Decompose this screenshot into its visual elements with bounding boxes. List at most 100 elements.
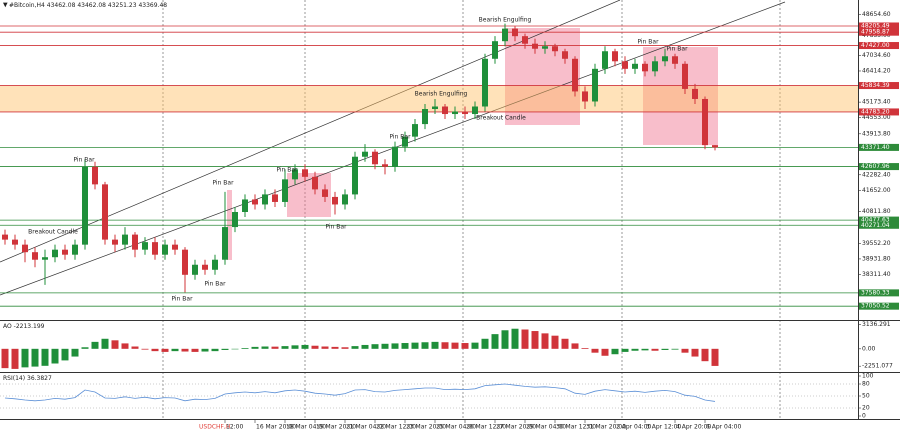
- x-tick-label: 4 Apr 20:00: [676, 424, 711, 431]
- y-tick-label: 47034.60: [862, 52, 891, 59]
- level-label-box: [859, 221, 899, 229]
- ao-bar: [231, 348, 239, 350]
- annotation: Bearish Engulfing: [415, 91, 468, 98]
- ao-bar: [621, 348, 629, 352]
- candle-body: [162, 244, 168, 255]
- ao-bar: [71, 348, 79, 357]
- x-tick-label: 25 Mar 04:00: [436, 424, 476, 431]
- menu-icon[interactable]: ▼: [3, 2, 8, 9]
- candle-body: [182, 249, 188, 275]
- header-high: 43462.08: [77, 2, 106, 9]
- y-tick-label: 3136.291: [862, 321, 891, 328]
- candle-body: [492, 41, 498, 59]
- candle-body: [262, 194, 268, 205]
- ao-bar: [391, 343, 399, 349]
- y-tick-label: 48654.60: [862, 11, 891, 18]
- ao-bar: [191, 348, 199, 352]
- candle-body: [332, 196, 338, 205]
- ao-bar: [311, 345, 319, 349]
- y-tick-label: 0: [862, 413, 866, 420]
- ao-bar: [561, 338, 569, 349]
- header-close: 43369.48: [138, 2, 167, 9]
- x-tick-label: 3 Apr 12:00: [646, 424, 681, 431]
- candle-body: [452, 111, 458, 115]
- candle-body: [502, 28, 508, 42]
- candle-body: [562, 51, 568, 59]
- ao-bar: [401, 343, 409, 349]
- y-tick-label: 20: [862, 405, 870, 412]
- ao-bar: [611, 348, 619, 355]
- candle-body: [322, 189, 328, 197]
- candle-body: [642, 63, 648, 72]
- level-label: 40477.63: [861, 217, 890, 224]
- candle-body: [2, 234, 8, 240]
- level-label: 43371.40: [861, 144, 890, 151]
- candle-body: [412, 124, 418, 137]
- rsi-header: RSI(14) 36.3827: [3, 375, 52, 382]
- ao-bar: [581, 348, 589, 349]
- candle-body: [282, 179, 288, 202]
- tab-label[interactable]: USDCHF,H: [199, 424, 230, 431]
- candle-body: [302, 169, 308, 177]
- annotation: Breakout Candle: [28, 229, 78, 236]
- chart-header: #Bitcoin,H4 43462.08 43462.08 43251.23 4…: [9, 2, 167, 9]
- level-label-box: [859, 42, 899, 50]
- y-tick-label: 0.00: [862, 345, 876, 352]
- candle-body: [382, 164, 388, 167]
- y-tick-label: 38311.40: [862, 271, 891, 278]
- ao-bar: [21, 348, 29, 368]
- ao-value: -2213.199: [14, 323, 45, 330]
- ao-bar: [11, 348, 19, 369]
- candle-body: [662, 56, 668, 62]
- candle-body: [22, 244, 28, 253]
- y-tick-label: 43913.80: [862, 130, 891, 137]
- candle-body: [552, 46, 558, 52]
- background-layout: [0, 0, 786, 420]
- ao-bar: [641, 348, 649, 351]
- ao-title: AO: [3, 323, 12, 330]
- y-tick-label: 42282.40: [862, 171, 891, 178]
- annotation: Pin Bar: [666, 46, 688, 53]
- candle-body: [542, 46, 548, 49]
- candle-body: [512, 28, 518, 37]
- candle-body: [32, 252, 38, 260]
- ao-bar: [711, 348, 719, 366]
- candle-body: [112, 239, 118, 245]
- level-label: 45834.39: [861, 82, 890, 89]
- candle-body: [172, 244, 178, 250]
- y-tick-label: 39552.20: [862, 240, 891, 247]
- candle-body: [102, 184, 108, 240]
- annotation: Pin Bar: [73, 157, 95, 164]
- ao-bar: [461, 343, 469, 349]
- ao-bar: [691, 348, 699, 357]
- ao-bar: [321, 346, 329, 349]
- ao-bar: [531, 331, 539, 349]
- candle-body: [132, 234, 138, 250]
- ao-bar: [131, 346, 139, 349]
- level-label-box: [859, 82, 899, 90]
- candle-body: [272, 194, 278, 202]
- y-tick-label: 44553.00: [862, 114, 891, 121]
- level-label-box: [859, 143, 899, 151]
- candle-body: [692, 88, 698, 99]
- candle-body: [62, 249, 68, 255]
- level-label-box: [859, 163, 899, 171]
- ao-bar: [271, 346, 279, 349]
- ao-bar: [661, 348, 669, 350]
- ao-bar: [381, 343, 389, 349]
- candle-body: [472, 106, 478, 115]
- x-tick-label: 19 Mar 20:00: [316, 424, 356, 431]
- candle-body: [372, 151, 378, 165]
- header-title: #Bitcoin,H4: [9, 2, 45, 9]
- annotation: Pin Bar: [171, 296, 193, 303]
- y-tick-label: 40811.80: [862, 208, 891, 215]
- candle-body: [682, 63, 688, 89]
- x-tick-label: 27 Mar 20:00: [496, 424, 536, 431]
- ao-bar: [591, 348, 599, 353]
- level-label: 40271.04: [861, 222, 890, 229]
- candle-body: [362, 151, 368, 157]
- x-tick-label: 26 Mar 12:00: [466, 424, 506, 431]
- candle-body: [72, 244, 78, 255]
- candle-body: [232, 211, 238, 228]
